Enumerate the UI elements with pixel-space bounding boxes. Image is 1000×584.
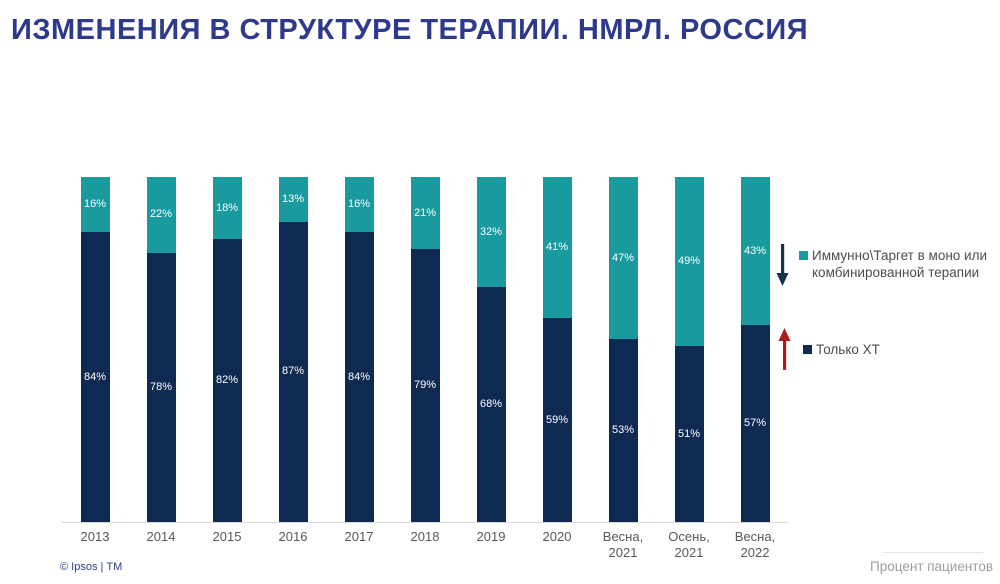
segment-value-label: 13% — [281, 192, 305, 205]
x-tick-label: 2013 — [80, 529, 110, 544]
segment-value-label: 78% — [149, 380, 173, 393]
bar-slot: 41% 59% — [524, 177, 590, 522]
segment-immuno-target: 13% — [278, 177, 308, 222]
stacked-bar: 13% 87% — [278, 177, 308, 522]
page-title: ИЗМЕНЕНИЯ В СТРУКТУРЕ ТЕРАПИИ. НМРЛ. РОС… — [11, 14, 809, 46]
segment-value-label: 51% — [677, 427, 701, 440]
bar-slot: 22% 78% — [128, 177, 194, 522]
segment-value-label: 84% — [83, 370, 107, 383]
segment-value-label: 82% — [215, 374, 239, 387]
bar-slot: 21% 79% — [392, 177, 458, 522]
units-label: Процент пациентов — [870, 559, 993, 574]
stacked-bar: 49% 51% — [674, 177, 704, 522]
stacked-bar: 16% 84% — [80, 177, 110, 522]
bar-slot: 18% 82% — [194, 177, 260, 522]
segment-immuno-target: 47% — [608, 177, 638, 340]
segment-value-label: 22% — [149, 208, 173, 221]
segment-immuno-target: 32% — [476, 177, 506, 288]
bar-slot: 32% 68% — [458, 177, 524, 522]
stacked-bar: 43% 57% — [740, 177, 770, 522]
segment-value-label: 18% — [215, 201, 239, 214]
legend-label-immuno-target: Иммунно\Таргет в моно или комбинированно… — [812, 248, 987, 280]
segment-immuno-target: 41% — [542, 177, 572, 319]
segment-chemo-only: 84% — [80, 232, 110, 522]
segment-value-label: 32% — [479, 225, 503, 238]
arrow-up-icon — [778, 328, 791, 370]
bar-slot: 13% 87% — [260, 177, 326, 522]
segment-value-label: 41% — [545, 241, 569, 254]
segment-value-label: 43% — [743, 244, 767, 257]
segment-value-label: 57% — [743, 417, 767, 430]
segment-immuno-target: 43% — [740, 177, 770, 326]
segment-immuno-target: 16% — [80, 177, 110, 233]
legend-swatch-immuno-target — [799, 251, 808, 260]
segment-value-label: 87% — [281, 365, 305, 378]
x-tick-label: 2017 — [344, 529, 374, 544]
segment-immuno-target: 22% — [146, 177, 176, 253]
x-tick-label: Весна, 2022 — [734, 529, 776, 560]
stacked-bar: 21% 79% — [410, 177, 440, 522]
bar-slot: 16% 84% — [62, 177, 128, 522]
legend-label-chemo-only: Только ХТ — [816, 342, 880, 357]
segment-chemo-only: 53% — [608, 339, 638, 522]
x-tick-label: 2019 — [476, 529, 506, 544]
x-tick-label: 2015 — [212, 529, 242, 544]
legend-item-chemo-only: Только ХТ — [778, 328, 996, 370]
segment-immuno-target: 49% — [674, 177, 704, 347]
segment-immuno-target: 16% — [344, 177, 374, 233]
segment-value-label: 16% — [83, 198, 107, 211]
x-tick-label: Весна, 2021 — [602, 529, 644, 560]
copyright-text: © Ipsos | ТМ — [60, 561, 123, 573]
footer-divider — [883, 552, 983, 553]
bar-slot: 47% 53% — [590, 177, 656, 522]
stacked-bar: 22% 78% — [146, 177, 176, 522]
segment-chemo-only: 57% — [740, 325, 770, 522]
segment-value-label: 49% — [677, 255, 701, 268]
x-tick-label: 2016 — [278, 529, 308, 544]
x-axis: 2013 2014 2015 2016 2017 2018 2019 2020 Весна, 2… — [62, 529, 788, 561]
segment-value-label: 84% — [347, 370, 371, 383]
segment-chemo-only: 84% — [344, 232, 374, 522]
x-tick-label: 2014 — [146, 529, 176, 544]
legend-item-immuno-target: Иммунно\Таргет в моно или комбинированно… — [776, 244, 994, 286]
stacked-bar: 16% 84% — [344, 177, 374, 522]
segment-chemo-only: 59% — [542, 318, 572, 522]
plot-area: 16% 84% 22% 78% 18% 82% 13% 87% 16% 84% 21% 79% 32% 6… — [62, 177, 788, 523]
segment-value-label: 68% — [479, 398, 503, 411]
segment-chemo-only: 87% — [278, 221, 308, 522]
x-tick-label: 2018 — [410, 529, 440, 544]
x-tick-label: Осень, 2021 — [668, 529, 710, 560]
segment-value-label: 59% — [545, 413, 569, 426]
segment-chemo-only: 79% — [410, 249, 440, 522]
stacked-bar: 47% 53% — [608, 177, 638, 522]
segment-value-label: 53% — [611, 424, 635, 437]
segment-chemo-only: 82% — [212, 239, 242, 522]
legend-swatch-chemo-only — [803, 345, 812, 354]
stacked-bar: 18% 82% — [212, 177, 242, 522]
stacked-bar: 41% 59% — [542, 177, 572, 522]
segment-chemo-only: 51% — [674, 346, 704, 522]
segment-value-label: 47% — [611, 251, 635, 264]
bar-slot: 43% 57% — [722, 177, 788, 522]
segment-value-label: 79% — [413, 379, 437, 392]
segment-value-label: 16% — [347, 198, 371, 211]
stacked-bar: 32% 68% — [476, 177, 506, 522]
arrow-down-icon — [776, 244, 789, 286]
x-tick-label: 2020 — [542, 529, 572, 544]
segment-chemo-only: 68% — [476, 287, 506, 522]
segment-value-label: 21% — [413, 206, 437, 219]
segment-immuno-target: 18% — [212, 177, 242, 240]
segment-chemo-only: 78% — [146, 252, 176, 522]
bar-slot: 49% 51% — [656, 177, 722, 522]
segment-immuno-target: 21% — [410, 177, 440, 250]
bar-slot: 16% 84% — [326, 177, 392, 522]
